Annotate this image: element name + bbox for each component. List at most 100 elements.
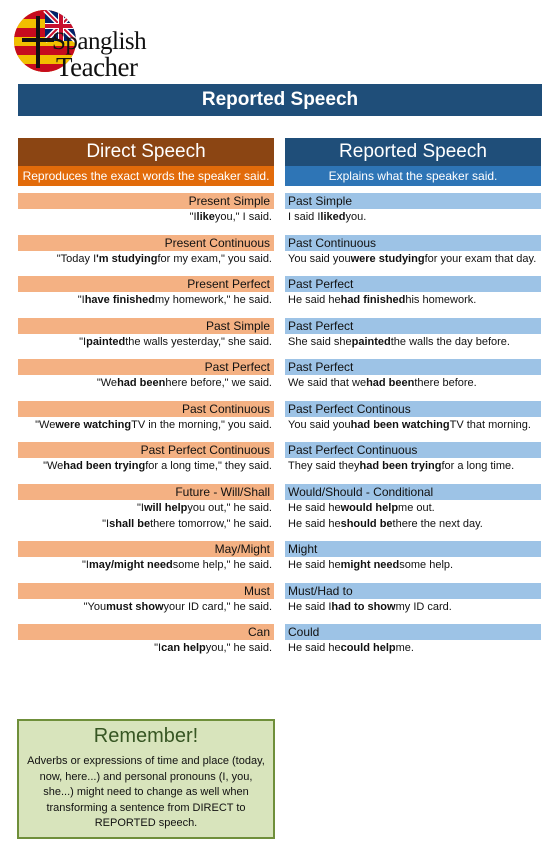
direct-tense-label: May/Might [18, 541, 274, 557]
reported-speech-subheading: Explains what the speaker said. [285, 166, 541, 186]
example-text: his homework. [405, 294, 477, 306]
reported-tense-label: Past Simple [285, 193, 541, 209]
direct-speech-heading: Direct Speech [18, 138, 274, 166]
direct-tense-label: Can [18, 624, 274, 640]
remember-box: Remember! Adverbs or expressions of time… [17, 719, 275, 839]
direct-example: "I like you," I said. [18, 209, 274, 225]
highlighted-verb: had been [117, 377, 166, 389]
direct-example: "We were watching TV in the morning," yo… [18, 417, 274, 433]
direct-tense-label: Present Continuous [18, 235, 274, 251]
example-text: "I [81, 559, 89, 571]
example-text: "I [154, 642, 162, 654]
highlighted-verb: may/might need [88, 559, 173, 571]
reported-tense-label: Must/Had to [285, 583, 541, 599]
example-text: for your exam that day. [424, 253, 537, 265]
example-text: for a long time. [441, 460, 515, 472]
page-title: Reported Speech [18, 84, 542, 116]
remember-title: Remember! [93, 725, 199, 747]
example-text: "We [43, 460, 64, 472]
direct-example: "I can help you," he said. [18, 640, 274, 656]
reported-example: She said she painted the walls the day b… [285, 334, 541, 350]
direct-example: "I shall be there tomorrow," he said. [18, 516, 274, 532]
highlighted-verb: would help [340, 502, 399, 514]
reported-tense-label: Past Continuous [285, 235, 541, 251]
example-text: there the next day. [392, 518, 483, 530]
highlighted-verb: had to show [331, 601, 396, 613]
logo: Spanglish Teacher [14, 10, 147, 82]
logo-text-teacher: Teacher [56, 52, 138, 82]
example-text: me out. [398, 502, 435, 514]
reported-tense-label: Would/Should - Conditional [285, 484, 541, 500]
highlighted-verb: had been [366, 377, 415, 389]
direct-example: "I have finished my homework," he said. [18, 292, 274, 308]
example-text: You said you [288, 419, 351, 431]
highlighted-verb: can help [161, 642, 206, 654]
direct-speech-subheading: Reproduces the exact words the speaker s… [18, 166, 274, 186]
example-text: you. [345, 211, 367, 223]
direct-tense-label: Present Perfect [18, 276, 274, 292]
highlighted-verb: painted [351, 336, 391, 348]
example-text: the walls yesterday," she said. [125, 336, 272, 348]
direct-tense-label: Present Simple [18, 193, 274, 209]
example-text: for a long time," they said. [145, 460, 272, 472]
direct-example: "We had been here before," we said. [18, 375, 274, 391]
highlighted-verb: had been trying [63, 460, 146, 472]
direct-example: "I may/might need some help," he said. [18, 557, 274, 573]
highlighted-verb: had been trying [359, 460, 442, 472]
reported-tense-label: Past Perfect [285, 318, 541, 334]
example-text: my homework," he said. [154, 294, 272, 306]
highlighted-verb: shall be [109, 518, 151, 530]
remember-text: Adverbs or expressions of time and place… [27, 755, 265, 829]
direct-tense-label: Past Simple [18, 318, 274, 334]
example-text: She said she [288, 336, 352, 348]
reported-example: He said he might need some help. [285, 557, 541, 573]
example-text: We said that we [288, 377, 367, 389]
example-text: you," he said. [205, 642, 272, 654]
example-text: He said he [288, 642, 341, 654]
direct-example: "Today I'm studying for my exam," you sa… [18, 251, 274, 267]
highlighted-verb: had been watching [350, 419, 450, 431]
direct-example: "I will help you out," he said. [18, 500, 274, 516]
highlighted-verb: like [196, 211, 215, 223]
example-text: TV in the morning," you said. [131, 419, 272, 431]
example-text: "I [136, 502, 144, 514]
reported-example: He said he could help me. [285, 640, 541, 656]
highlighted-verb: will help [143, 502, 188, 514]
example-text: me. [395, 642, 414, 654]
example-text: You said you [288, 253, 351, 265]
direct-tense-label: Past Perfect [18, 359, 274, 375]
reported-example: He said I had to show my ID card. [285, 599, 541, 615]
example-text: my ID card. [395, 601, 452, 613]
example-text: your ID card," he said. [163, 601, 272, 613]
highlighted-verb: should be [340, 518, 393, 530]
direct-tense-label: Must [18, 583, 274, 599]
reported-example: You said you had been watching TV that m… [285, 417, 541, 433]
reported-tense-label: Could [285, 624, 541, 640]
direct-tense-label: Future - Will/Shall [18, 484, 274, 500]
direct-tense-label: Past Perfect Continuous [18, 442, 274, 458]
example-text: They said they [288, 460, 360, 472]
example-text: TV that morning. [449, 419, 531, 431]
example-text: "I [189, 211, 197, 223]
example-text: "I [102, 518, 110, 530]
example-text: you out," he said. [187, 502, 272, 514]
example-text: the walls the day before. [390, 336, 510, 348]
reported-example: He said he had finished his homework. [285, 292, 541, 308]
example-text: there before. [414, 377, 477, 389]
highlighted-verb: must show [106, 601, 164, 613]
example-text: for my exam," you said. [157, 253, 272, 265]
reported-tense-label: Past Perfect Continuous [285, 442, 541, 458]
example-text: "I [79, 336, 87, 348]
example-text: He said he [288, 502, 341, 514]
reported-tense-label: Might [285, 541, 541, 557]
highlighted-verb: have finished [84, 294, 155, 306]
reported-tense-label: Past Perfect Continous [285, 401, 541, 417]
example-text: He said I [288, 601, 332, 613]
highlighted-verb: might need [340, 559, 400, 571]
example-text: "We [35, 419, 56, 431]
example-text: "We [96, 377, 118, 389]
example-text: here before," we said. [165, 377, 272, 389]
example-text: some help," he said. [172, 559, 272, 571]
highlighted-verb: 'm studying [96, 253, 158, 265]
highlighted-verb: painted [86, 336, 126, 348]
